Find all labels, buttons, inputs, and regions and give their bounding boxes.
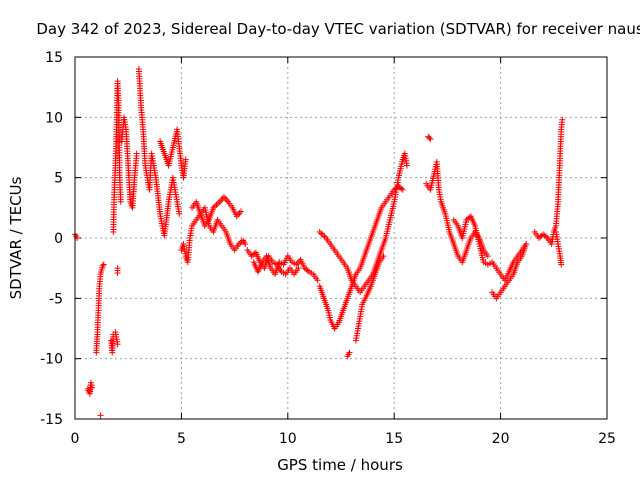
data-point	[314, 277, 321, 284]
data-point	[304, 267, 311, 274]
data-point	[295, 265, 302, 272]
chart-title: Day 342 of 2023, Sidereal Day-to-day VTE…	[36, 20, 640, 38]
data-point	[403, 162, 410, 169]
data-point	[114, 269, 121, 276]
data-point	[380, 253, 387, 260]
data-point	[182, 156, 189, 163]
x-tick-label: 5	[177, 431, 186, 447]
data-point	[133, 150, 140, 157]
y-tick-label: -5	[49, 291, 63, 307]
data-point	[318, 230, 325, 237]
data-point	[399, 186, 406, 193]
data-point	[237, 208, 244, 215]
data-point	[117, 198, 124, 205]
data-point	[426, 134, 433, 141]
data-point	[213, 201, 220, 208]
data-point	[523, 241, 530, 248]
x-axis-label: GPS time / hours	[277, 456, 403, 474]
data-point	[484, 253, 491, 260]
grid-lines	[75, 57, 607, 419]
data-point	[346, 349, 353, 356]
data-point	[398, 185, 405, 192]
data-point	[89, 384, 96, 391]
plot-frame	[74, 56, 608, 420]
data-point	[316, 228, 323, 235]
x-tick-label: 10	[279, 431, 297, 447]
data-point	[558, 261, 565, 268]
data-point	[176, 210, 183, 217]
x-tick-label: 20	[492, 431, 510, 447]
y-tick-label: -10	[40, 352, 63, 368]
data-point	[319, 231, 326, 238]
data-point	[100, 261, 107, 268]
y-tick-label: -15	[40, 412, 63, 428]
x-tick-label: 25	[598, 431, 616, 447]
data-point	[542, 233, 549, 240]
data-point	[559, 116, 566, 123]
y-tick-label: 15	[45, 50, 63, 66]
data-point	[427, 136, 434, 143]
y-tick-label: 0	[54, 231, 63, 247]
data-point	[99, 262, 106, 269]
data-point	[114, 341, 121, 348]
data-point	[242, 241, 249, 248]
x-tick-label: 0	[71, 431, 80, 447]
y-axis-label: SDTVAR / TECUs	[7, 176, 25, 299]
axis-ticks: 0 5 10 15 20 25 -15 -10 -5 0 5 10 15	[40, 50, 616, 447]
y-tick-label: 10	[45, 110, 63, 126]
data-point	[215, 200, 222, 207]
data-point	[97, 412, 104, 419]
x-tick-label: 15	[385, 431, 403, 447]
y-tick-label: 5	[54, 171, 63, 187]
data-point	[321, 233, 328, 240]
data-points	[72, 66, 566, 419]
